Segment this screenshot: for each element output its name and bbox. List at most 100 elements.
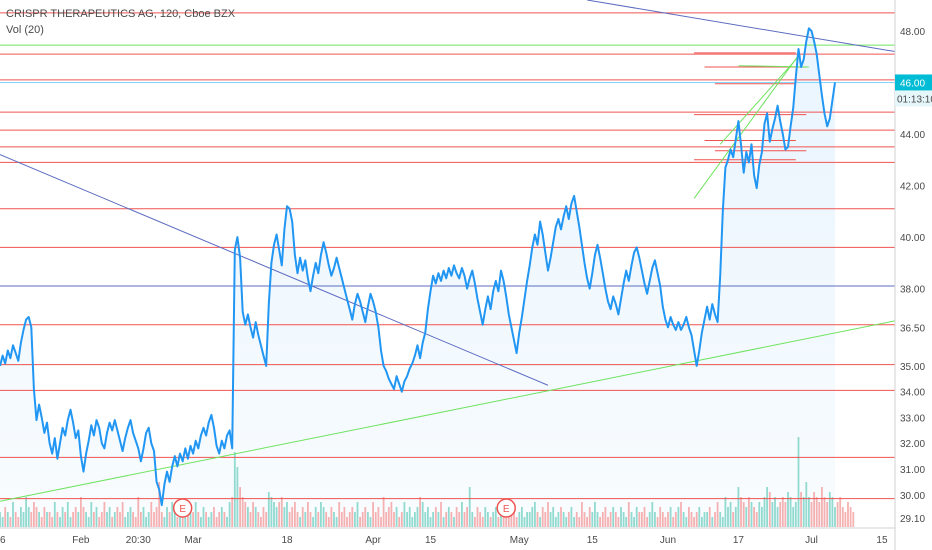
volume-bar xyxy=(648,512,651,527)
volume-bar xyxy=(544,512,547,527)
volume-bar xyxy=(241,497,244,527)
price-series xyxy=(0,27,836,507)
volume-bar xyxy=(450,512,453,527)
volume-bar xyxy=(575,512,578,527)
volume-bar xyxy=(432,512,434,527)
volume-bar xyxy=(794,502,797,527)
volume-bar xyxy=(826,502,829,527)
volume-bar xyxy=(481,517,484,527)
volume-bar xyxy=(116,507,119,527)
earnings-marker[interactable] xyxy=(172,498,193,518)
volume-bar xyxy=(727,507,729,527)
volume-bar xyxy=(380,517,382,527)
volume-bar xyxy=(93,512,95,527)
volume-bar xyxy=(813,492,815,527)
volume-bar xyxy=(659,507,662,527)
volume-bar xyxy=(421,502,424,527)
volume-bar xyxy=(166,507,168,527)
volume-bar xyxy=(427,507,429,527)
volume-bar xyxy=(9,517,12,527)
volume-bar xyxy=(171,502,174,527)
volume-bar xyxy=(82,507,85,527)
volume-bar xyxy=(654,512,656,527)
price-axis[interactable]: 29.10 30.00 31.00 32.00 33.00 34.00 35.00 36.50… xyxy=(895,27,932,525)
volume-bar xyxy=(239,487,241,527)
volume-bar xyxy=(685,517,688,527)
volume-bar xyxy=(677,507,680,527)
volume-bar xyxy=(0,512,1,527)
volume-bar xyxy=(414,512,416,527)
volume-bar xyxy=(742,502,745,527)
volume-bar xyxy=(14,512,17,527)
volume-indicator-label[interactable]: Vol (20) xyxy=(6,24,44,36)
volume-bar xyxy=(515,517,518,527)
volume-bar xyxy=(434,507,437,527)
volume-bar xyxy=(617,517,620,527)
volume-bar xyxy=(33,502,35,527)
volume-bar xyxy=(53,502,56,527)
volume-bar xyxy=(774,497,776,527)
volume-bar xyxy=(492,512,495,527)
symbol-title[interactable]: CRISPR THERAPEUTICS AG, 120, Cboe BZX xyxy=(6,8,236,20)
volume-bar xyxy=(455,507,458,527)
volume-bar xyxy=(411,517,414,527)
volume-bar xyxy=(98,517,101,527)
volume-bar xyxy=(440,502,442,527)
volume-bar xyxy=(184,517,187,527)
volume-bar xyxy=(393,512,395,527)
volume-bar xyxy=(359,517,361,527)
volume-bar xyxy=(215,517,218,527)
volume-bar xyxy=(61,507,64,527)
volume-bar xyxy=(534,502,536,527)
volume-bar xyxy=(119,512,121,527)
volume-bar xyxy=(442,517,445,527)
volume-bar xyxy=(800,492,802,527)
green-wedge-up-trendline xyxy=(693,55,799,199)
volume-bar xyxy=(223,512,226,527)
volume-bar xyxy=(340,512,343,527)
volume-bar xyxy=(701,517,703,527)
volume-bar xyxy=(113,512,116,527)
volume-bar xyxy=(351,507,354,527)
time-tick-label: 16 xyxy=(0,535,6,546)
volume-bar xyxy=(145,517,147,527)
volume-bar xyxy=(314,507,317,527)
volume-bar xyxy=(95,507,98,527)
volume-bar xyxy=(111,517,114,527)
volume-bar xyxy=(667,512,669,527)
volume-bar xyxy=(476,507,479,527)
volume-bar xyxy=(398,517,401,527)
volume-bar xyxy=(748,497,750,527)
price-area-fill xyxy=(0,28,835,528)
price-tick-label: 36.50 xyxy=(900,323,925,334)
volume-bar xyxy=(745,507,748,527)
volume-bar xyxy=(541,507,544,527)
volume-bar xyxy=(518,512,521,527)
volume-bar xyxy=(254,507,257,527)
volume-bar xyxy=(609,512,612,527)
volume-bar xyxy=(500,512,502,527)
volume-bar xyxy=(661,512,664,527)
earnings-marker[interactable] xyxy=(496,498,516,518)
volume-bar xyxy=(59,517,61,527)
time-axis[interactable]: 16 Feb 20:30 Mar 18 Apr 15 May 15 Jun 17 Jul 15 xyxy=(0,527,895,546)
volume-bar xyxy=(320,502,322,527)
price-tick-label: 29.10 xyxy=(900,514,925,525)
price-tick-label: 42.00 xyxy=(900,182,925,193)
volume-bar xyxy=(372,502,374,527)
volume-bar xyxy=(390,502,393,527)
volume-bar xyxy=(129,507,132,527)
volume-bar xyxy=(416,507,419,527)
volume-bar xyxy=(471,512,474,527)
current-price-tag xyxy=(895,74,932,91)
volume-bar xyxy=(596,512,599,527)
time-tick-label: Jul xyxy=(805,535,818,546)
volume-bar xyxy=(226,517,228,527)
volume-bar xyxy=(784,502,787,527)
volume-bar xyxy=(187,512,189,527)
volume-bar xyxy=(570,507,573,527)
volume-bar xyxy=(273,502,275,527)
volume-bar xyxy=(419,497,421,527)
